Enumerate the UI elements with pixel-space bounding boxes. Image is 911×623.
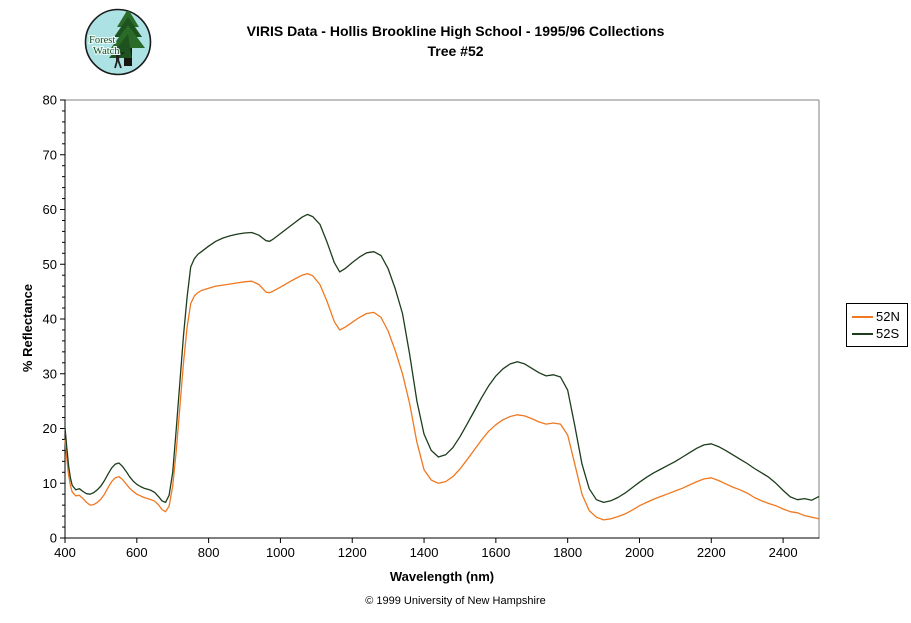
y-tick-label-60: 60 [43, 202, 57, 217]
y-tick-label-10: 10 [43, 476, 57, 491]
legend-label-52N: 52N [876, 309, 900, 324]
chart-subtitle: Tree #52 [427, 43, 484, 59]
x-tick-label-600: 600 [126, 545, 148, 560]
series-line-52N [64, 272, 820, 521]
logo-text-watch: Watch [93, 46, 120, 57]
y-tick-label-20: 20 [43, 421, 57, 436]
legend-label-52S: 52S [876, 326, 900, 341]
x-tick-label-2000: 2000 [625, 545, 654, 560]
legend: 52N 52S [846, 303, 908, 347]
y-tick-label-50: 50 [43, 257, 57, 272]
series-line-52S [64, 213, 820, 504]
logo-tree-icon [109, 9, 145, 69]
x-tick-label-1800: 1800 [553, 545, 582, 560]
y-tick-label-80: 80 [43, 93, 57, 108]
legend-item-52S: 52S [847, 325, 907, 342]
y-tick-label-0: 0 [50, 531, 57, 546]
logo-person-icon [114, 48, 125, 69]
x-tick-label-1000: 1000 [266, 545, 295, 560]
legend-item-52N: 52N [847, 308, 907, 325]
copyright-text: © 1999 University of New Hampshire [365, 595, 546, 607]
legend-line-52S-icon [852, 332, 873, 335]
y-tick-label-70: 70 [43, 147, 57, 162]
x-tick-label-2400: 2400 [769, 545, 798, 560]
x-tick-label-2200: 2200 [697, 545, 726, 560]
chart-title: VIRIS Data - Hollis Brookline High Schoo… [246, 23, 665, 39]
y-tick-label-30: 30 [43, 366, 57, 381]
x-tick-label-800: 800 [198, 545, 220, 560]
forest-watch-logo: Forest Watch [84, 8, 152, 76]
x-axis-title: Wavelength (nm) [389, 569, 495, 584]
y-axis-title: % Reflectance [20, 283, 35, 373]
x-tick-label-1600: 1600 [481, 545, 510, 560]
x-tick-label-1400: 1400 [410, 545, 439, 560]
y-tick-label-40: 40 [43, 312, 57, 327]
legend-line-52N-icon [852, 315, 873, 318]
x-tick-label-400: 400 [54, 545, 76, 560]
chart-title-block: VIRIS Data - Hollis Brookline High Schoo… [0, 21, 911, 61]
logo-text-forest: Forest [89, 35, 115, 46]
x-tick-label-1200: 1200 [338, 545, 367, 560]
